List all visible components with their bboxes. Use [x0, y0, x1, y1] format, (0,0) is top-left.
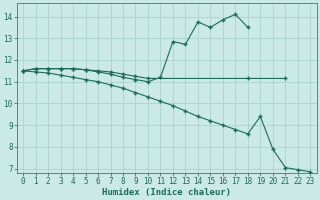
- X-axis label: Humidex (Indice chaleur): Humidex (Indice chaleur): [102, 188, 231, 197]
